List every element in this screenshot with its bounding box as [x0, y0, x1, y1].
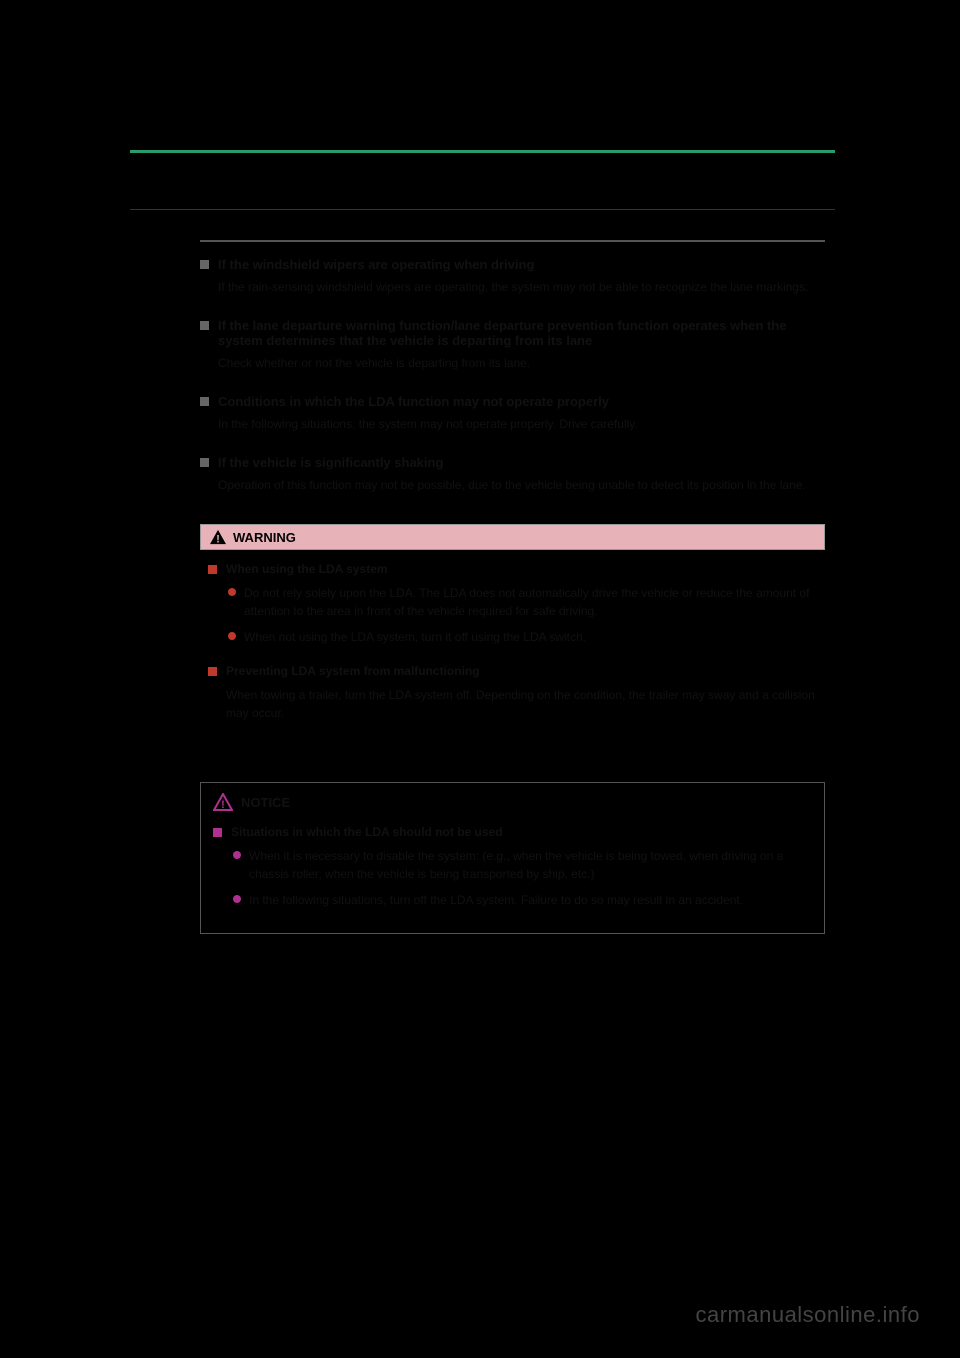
notice-triangle-icon: !	[213, 793, 233, 811]
section-body: In the following situations, the system …	[218, 415, 825, 433]
info-section: If the lane departure warning function/l…	[200, 318, 825, 372]
bullet-text: When it is necessary to disable the syst…	[249, 849, 783, 881]
info-section: If the vehicle is significantly shaking …	[200, 455, 825, 494]
bullet-text: Do not rely solely upon the LDA. The LDA…	[244, 586, 809, 618]
notice-box: ! NOTICE Situations in which the LDA sho…	[200, 782, 825, 934]
bullet-dot-icon	[228, 588, 236, 596]
section-title: If the vehicle is significantly shaking	[218, 455, 825, 470]
svg-text:!: !	[221, 799, 225, 811]
bullet-item: Do not rely solely upon the LDA. The LDA…	[226, 584, 817, 620]
bullet-text: In the following situations, turn off th…	[249, 893, 743, 907]
square-bullet-icon	[200, 397, 209, 406]
bullet-item: When not using the LDA system, turn it o…	[226, 628, 817, 646]
bullet-text: When not using the LDA system, turn it o…	[244, 630, 586, 644]
warning-section: Preventing LDA system from malfunctionin…	[208, 664, 817, 722]
info-section: Conditions in which the LDA function may…	[200, 394, 825, 433]
bullet-dot-icon	[228, 632, 236, 640]
info-section: If the windshield wipers are operating w…	[200, 257, 825, 296]
main-content: If the windshield wipers are operating w…	[130, 240, 835, 934]
section-title: If the lane departure warning function/l…	[218, 318, 825, 348]
section-header-bar	[130, 150, 835, 210]
section-body: Check whether or not the vehicle is depa…	[218, 354, 825, 372]
notice-section: Situations in which the LDA should not b…	[213, 825, 812, 909]
warning-section-title: When using the LDA system	[226, 562, 817, 576]
content-top-rule	[200, 240, 825, 242]
warning-section: When using the LDA system Do not rely so…	[208, 562, 817, 646]
watermark-text: carmanualsonline.info	[695, 1302, 920, 1328]
square-bullet-icon	[200, 260, 209, 269]
notice-header: ! NOTICE	[213, 793, 812, 811]
square-bullet-icon	[213, 828, 222, 837]
warning-header: ! WARNING	[200, 524, 825, 550]
section-title: If the windshield wipers are operating w…	[218, 257, 825, 272]
warning-label: WARNING	[233, 530, 296, 545]
section-body: If the rain-sensing windshield wipers ar…	[218, 278, 825, 296]
bullet-dot-icon	[233, 851, 241, 859]
square-bullet-icon	[200, 458, 209, 467]
square-bullet-icon	[200, 321, 209, 330]
section-body: Operation of this function may not be po…	[218, 476, 825, 494]
square-bullet-icon	[208, 565, 217, 574]
warning-triangle-icon: !	[209, 529, 227, 545]
page-content: If the windshield wipers are operating w…	[130, 150, 835, 934]
section-title: Conditions in which the LDA function may…	[218, 394, 825, 409]
warning-body: When using the LDA system Do not rely so…	[200, 550, 825, 752]
square-bullet-icon	[208, 667, 217, 676]
notice-label: NOTICE	[241, 795, 290, 810]
svg-text:!: !	[216, 533, 220, 545]
bullet-dot-icon	[233, 895, 241, 903]
notice-section-title: Situations in which the LDA should not b…	[231, 825, 812, 839]
warning-section-title: Preventing LDA system from malfunctionin…	[226, 664, 817, 678]
bullet-item: When it is necessary to disable the syst…	[231, 847, 812, 883]
warning-section-body: When towing a trailer, turn the LDA syst…	[226, 686, 817, 722]
bullet-item: In the following situations, turn off th…	[231, 891, 812, 909]
